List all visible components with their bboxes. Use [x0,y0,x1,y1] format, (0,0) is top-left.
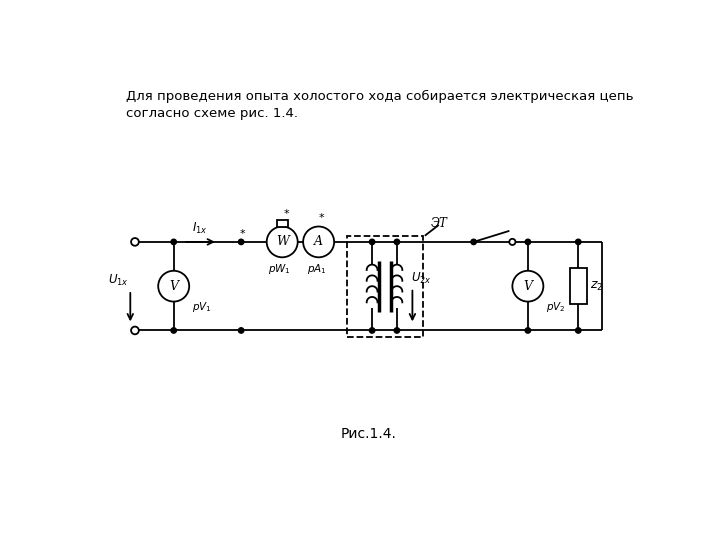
Circle shape [266,226,297,257]
Circle shape [238,239,244,245]
Circle shape [171,328,176,333]
Circle shape [394,239,400,245]
Circle shape [575,328,581,333]
Circle shape [471,239,477,245]
Text: $pV_1$: $pV_1$ [192,300,212,314]
Text: $U_{1x}$: $U_{1x}$ [108,273,129,288]
Circle shape [575,239,581,245]
Text: ЭТ: ЭТ [431,217,448,231]
Circle shape [158,271,189,301]
Circle shape [369,239,375,245]
Circle shape [303,226,334,257]
Text: *: * [240,229,246,239]
Circle shape [131,327,139,334]
Bar [570,268,587,304]
Text: V: V [523,280,532,293]
Circle shape [171,239,176,245]
Text: *: * [283,209,289,219]
Circle shape [525,328,531,333]
Text: $z_2$: $z_2$ [590,280,603,293]
Text: W: W [276,235,289,248]
Text: $pW_1$: $pW_1$ [268,262,291,276]
Text: $pA_1$: $pA_1$ [307,262,327,276]
Text: A: A [314,235,323,248]
Text: V: V [169,280,179,293]
Circle shape [394,328,400,333]
Text: *: * [319,213,325,222]
Text: $I_{1x}$: $I_{1x}$ [192,221,208,236]
Text: $pV_2$: $pV_2$ [546,300,566,314]
Bar [347,236,423,336]
Text: Для проведения опыта холостого хода собирается электрическая цепь
согласно схеме: Для проведения опыта холостого хода соби… [127,90,634,119]
Circle shape [513,271,544,301]
Circle shape [131,238,139,246]
Circle shape [525,239,531,245]
Text: $U_{2x}$: $U_{2x}$ [411,271,431,286]
Text: Рис.1.4.: Рис.1.4. [341,427,397,441]
Bar [276,220,287,227]
Circle shape [238,328,244,333]
Circle shape [369,328,375,333]
Circle shape [509,239,516,245]
